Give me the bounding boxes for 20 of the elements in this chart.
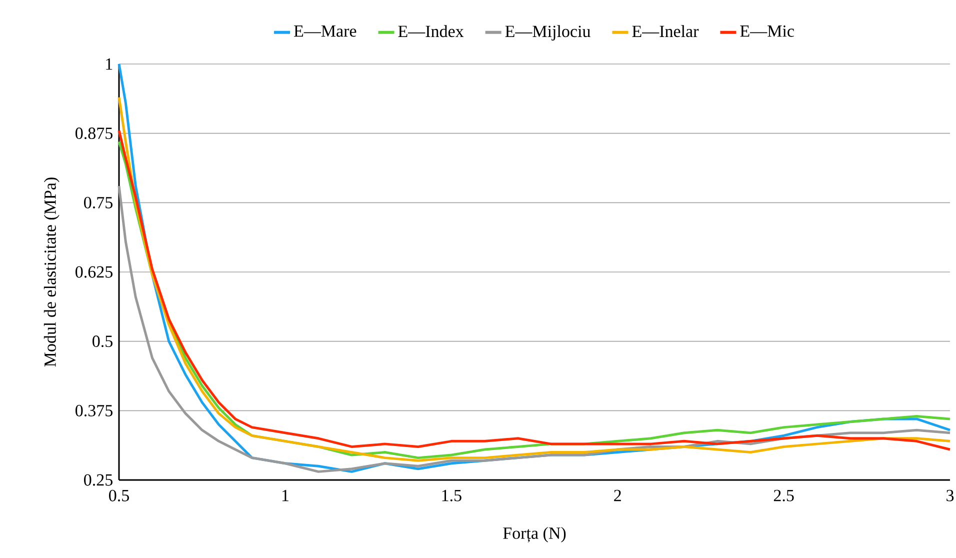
legend-label: E—Mic bbox=[740, 25, 794, 37]
y-tick-label: 0.25 bbox=[84, 474, 112, 486]
x-tick-label: 2.5 bbox=[774, 490, 794, 502]
x-tick-label: 1.5 bbox=[442, 490, 462, 502]
x-tick-label: 0.5 bbox=[109, 490, 129, 502]
legend-label: E—Index bbox=[398, 25, 464, 38]
y-tick-label: 0.875 bbox=[76, 128, 112, 140]
y-tick-label: 0.75 bbox=[84, 196, 112, 208]
y-tick-label: 0.375 bbox=[76, 404, 112, 416]
legend-label: E—Inelar bbox=[632, 25, 699, 38]
y-axis-title: Modul de elasticitate (MPa) bbox=[44, 178, 60, 367]
x-tick-label: 2 bbox=[614, 490, 621, 502]
x-tick-label: 1 bbox=[282, 490, 288, 502]
x-axis-title: Forța (N) bbox=[503, 526, 566, 542]
y-tick-label: 0.625 bbox=[76, 266, 112, 278]
y-tick-label: 0.5 bbox=[92, 336, 112, 348]
legend-label: E—Mijlociu bbox=[505, 25, 590, 41]
x-tick-label: 3 bbox=[946, 490, 954, 502]
legend-label: E—Mare bbox=[294, 25, 356, 37]
y-tick-label: 1 bbox=[106, 58, 112, 70]
